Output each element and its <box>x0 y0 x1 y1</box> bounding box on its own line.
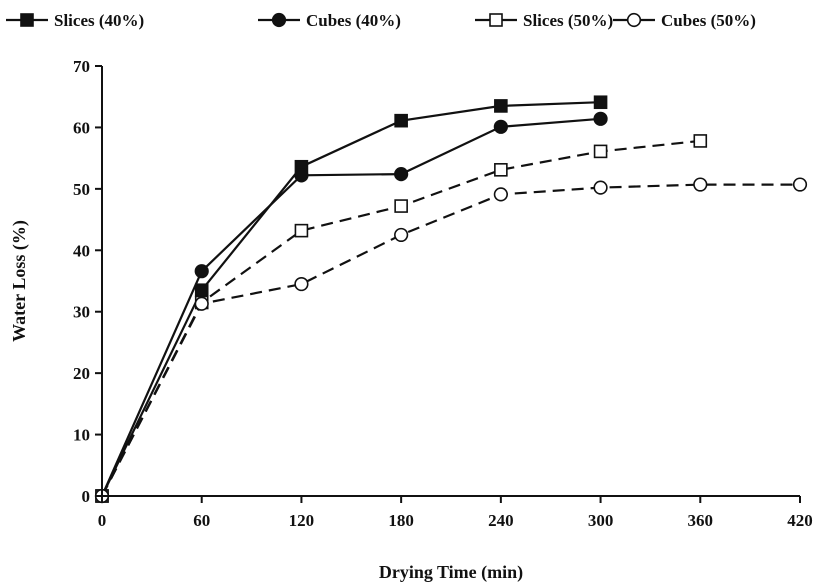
data-point <box>394 167 409 182</box>
y-tick-label: 20 <box>73 364 90 383</box>
legend: Slices (40%) Cubes (40%) Slices (50%) Cubes… <box>6 11 756 30</box>
y-ticks: 0 10 20 30 40 50 60 70 <box>73 57 102 506</box>
data-point <box>294 276 309 292</box>
legend-item-cubes-50: Cubes (50%) <box>613 11 756 30</box>
data-point <box>792 177 808 192</box>
y-tick-label: 10 <box>73 426 90 445</box>
x-ticks: 0 60 120 180 240 300 360 420 <box>98 496 813 530</box>
legend-marker <box>489 13 503 27</box>
legend-marker <box>271 12 287 28</box>
data-point <box>494 163 508 177</box>
series-line <box>101 139 701 497</box>
legend-label: Cubes (50%) <box>661 11 756 30</box>
data-point <box>493 119 508 134</box>
data-point <box>194 283 209 298</box>
y-tick-label: 50 <box>73 180 90 199</box>
x-axis-title: Drying Time (min) <box>379 562 523 583</box>
data-point <box>494 99 508 113</box>
x-tick-label: 120 <box>289 511 315 530</box>
x-tick-label: 180 <box>388 511 414 530</box>
data-point <box>394 113 408 128</box>
data-point <box>593 111 608 126</box>
data-point <box>693 177 708 192</box>
data-point <box>394 199 408 213</box>
series-line <box>100 117 601 497</box>
data-point <box>194 296 209 311</box>
data-point <box>194 264 209 279</box>
y-tick-label: 0 <box>82 487 91 506</box>
x-tick-label: 360 <box>688 511 714 530</box>
legend-marker <box>20 13 34 27</box>
x-tick-label: 240 <box>488 511 514 530</box>
data-point <box>493 187 508 202</box>
series-cubes-50 <box>94 177 808 504</box>
series-line <box>101 183 800 497</box>
legend-label: Slices (40%) <box>54 11 144 30</box>
y-tick-label: 60 <box>73 118 90 137</box>
data-point <box>693 134 708 148</box>
legend-item-slices-40: Slices (40%) <box>6 11 144 30</box>
series-layer <box>94 95 808 504</box>
series-line <box>101 101 601 497</box>
y-tick-label: 70 <box>73 57 90 76</box>
legend-label: Slices (50%) <box>523 11 613 30</box>
data-point <box>593 144 608 159</box>
series-cubes-40 <box>94 111 608 504</box>
y-tick-label: 30 <box>73 303 90 322</box>
x-tick-label: 60 <box>193 511 210 530</box>
data-point <box>593 180 608 195</box>
legend-item-cubes-40: Cubes (40%) <box>258 11 401 30</box>
legend-marker <box>626 12 642 28</box>
data-point <box>394 227 409 243</box>
x-tick-label: 0 <box>98 511 107 530</box>
data-point <box>593 95 608 110</box>
y-axis-title: Water Loss (%) <box>9 220 30 342</box>
data-point <box>294 223 309 238</box>
x-tick-label: 420 <box>787 511 813 530</box>
legend-item-slices-50: Slices (50%) <box>475 11 613 30</box>
y-tick-label: 40 <box>73 241 90 260</box>
axes <box>101 66 800 497</box>
legend-label: Cubes (40%) <box>306 11 401 30</box>
data-point <box>294 168 309 183</box>
series-slices-40 <box>95 95 608 503</box>
x-tick-label: 300 <box>588 511 614 530</box>
